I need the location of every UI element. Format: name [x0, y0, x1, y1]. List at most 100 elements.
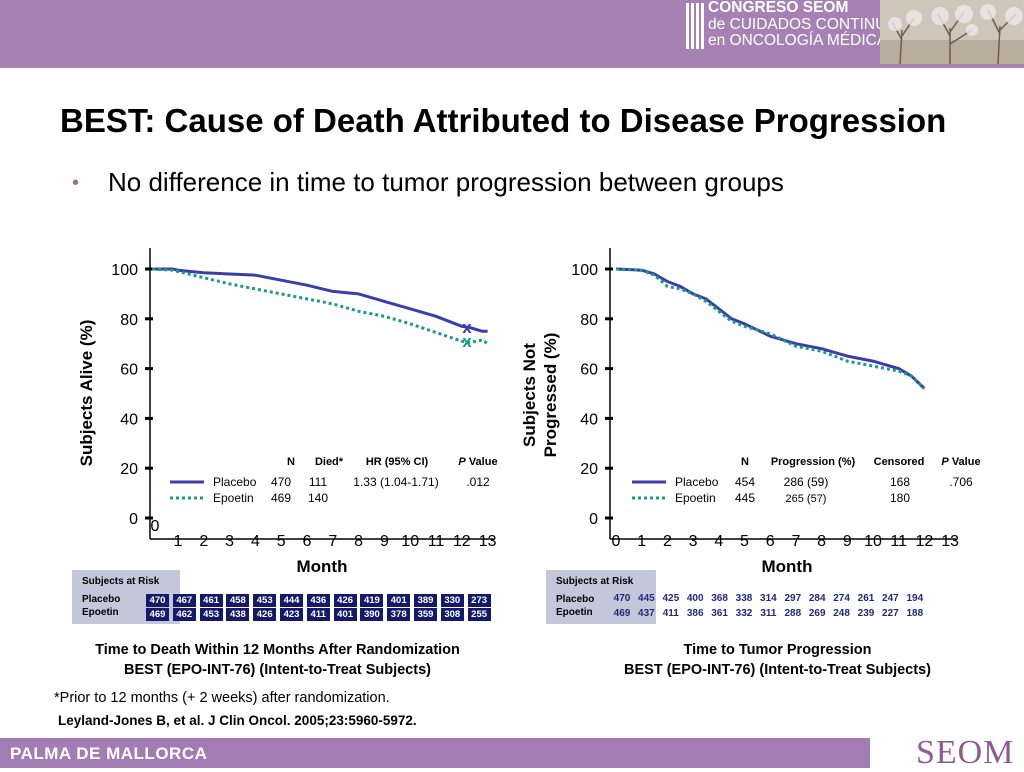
footer-bar [0, 738, 1024, 768]
legend-header: Censored [874, 456, 925, 468]
footnote: *Prior to 12 months (+ 2 weeks) after ra… [54, 690, 390, 706]
risk-epoetin-cell: 308 [440, 608, 464, 621]
x-tick-label: 4 [714, 533, 723, 550]
congress-logo-text: CONGRESO SEOM de CUIDADOS CONTINUOS en O… [708, 0, 909, 50]
x-tick-label: 6 [766, 533, 775, 550]
risk-epoetin-cell: 462 [172, 608, 196, 621]
y-axis-label-line-1: Subjects Not [520, 343, 539, 447]
risk-placebo-cell: 368 [711, 593, 728, 604]
x-tick-label: 1 [174, 533, 183, 550]
risk-epoetin-cell: 390 [360, 608, 384, 621]
y-tick-label: 100 [571, 262, 598, 279]
legend-name: Placebo [675, 475, 719, 489]
caption-1-line-2: BEST (EPO-INT-76) (Intent-to-Treat Subje… [124, 662, 431, 678]
risk-epoetin-cell: 411 [306, 608, 330, 621]
x-tick-label: 10 [864, 533, 882, 550]
risk-epoetin-cell: 423 [280, 608, 303, 621]
risk-epoetin-cell: 248 [833, 608, 850, 619]
risk-epoetin-cell: 453 [199, 608, 223, 621]
x-tick-label: 10 [401, 533, 419, 550]
reference: Leyland-Jones B, et al. J Clin Oncol. 20… [58, 713, 417, 728]
risk-placebo-cell: 467 [172, 594, 196, 607]
congress-logo-bars [686, 3, 704, 49]
y-tick-label: 40 [120, 411, 138, 428]
risk-title-1: Subjects at Risk [82, 576, 160, 587]
risk-placebo-cell: 445 [638, 593, 655, 604]
x-tick-label: 12 [916, 533, 934, 550]
risk-epoetin-cell: 401 [333, 608, 357, 621]
header-photo [880, 0, 1024, 64]
footer-location: PALMA DE MALLORCA [10, 744, 208, 763]
y-tick-label: 20 [580, 461, 598, 478]
risk-placebo-cell: 426 [333, 594, 357, 607]
legend-stat: 140 [308, 491, 328, 505]
risk-placebo-cell: 314 [760, 593, 777, 604]
legend-n: 445 [735, 491, 755, 505]
legend-header: N [741, 456, 749, 468]
x-tick-label: 6 [303, 533, 312, 550]
risk-placebo-cell: 261 [857, 593, 875, 604]
end-marker-placebo: x [462, 318, 472, 337]
risk-placebo-cell: 401 [387, 594, 411, 607]
risk-epoetin-cell: 378 [387, 608, 411, 621]
risk-epoetin-cell: 411 [662, 608, 679, 619]
series-placebo-line [152, 267, 488, 333]
y-tick-label: 40 [580, 411, 598, 428]
risk-title-2: Subjects at Risk [556, 576, 634, 587]
y-tick-label: 60 [120, 362, 138, 379]
risk-box-2 [546, 570, 656, 624]
risk-placebo-cell: 297 [784, 593, 802, 604]
risk-epoetin-cell: 386 [686, 608, 704, 619]
bullet-text: No difference in time to tumor progressi… [108, 167, 784, 197]
x-axis-label: Month [762, 557, 813, 576]
x-tick-label: 2 [663, 533, 672, 550]
risk-placebo-cell: 470 [613, 593, 631, 604]
risk-epoetin-cell: 469 [613, 608, 631, 619]
risk-placebo-cell: 247 [882, 593, 899, 604]
legend-censored: 168 [890, 475, 910, 489]
legend-p-value: .706 [949, 475, 973, 489]
legend-censored: 180 [890, 491, 910, 505]
risk-placebo-cell: 436 [306, 594, 330, 607]
x-tick-label: 3 [689, 533, 698, 550]
logo-line-1: CONGRESO SEOM [708, 0, 849, 16]
x-tick-label: 1 [637, 533, 646, 550]
y-axis-label: Subjects Alive (%) [77, 320, 96, 467]
x-tick-label: 3 [225, 533, 234, 550]
risk-placebo-cell: 389 [414, 594, 437, 607]
legend-header: P Value [941, 456, 980, 468]
x-tick-label: 9 [380, 533, 389, 550]
y-tick-label: 100 [111, 262, 138, 279]
legend-stat: 286 (59) [784, 475, 829, 489]
legend-stat: 111 [309, 475, 328, 489]
x-tick-label: 12 [453, 533, 471, 550]
risk-placebo-cell: 274 [833, 593, 850, 604]
risk-placebo-cell: 453 [253, 594, 277, 607]
risk-epoetin-cell: 239 [857, 608, 875, 619]
risk-epoetin-cell: 332 [735, 608, 753, 619]
header-banner [0, 0, 1024, 68]
y-tick-label: 80 [580, 312, 598, 329]
slide-title: BEST: Cause of Death Attributed to Disea… [60, 102, 947, 139]
x-tick-label: 7 [328, 533, 337, 550]
risk-label-placebo-1: Placebo [82, 594, 121, 605]
legend-n: 469 [271, 491, 291, 505]
x-tick-label: 4 [251, 533, 260, 550]
risk-placebo-cell: 419 [360, 594, 384, 607]
footer-logo-box [870, 738, 1024, 768]
risk-epoetin-cell: 426 [253, 608, 277, 621]
caption-2: Time to Tumor Progression BEST (EPO-INT-… [535, 640, 1020, 680]
risk-placebo-cell: 400 [686, 593, 704, 604]
series-epoetin-line [152, 267, 489, 345]
series-placebo-line [615, 267, 926, 390]
legend-stat: 265 (57) [786, 493, 827, 505]
y-tick-label: 60 [580, 362, 598, 379]
legend-header: Progression (%) [771, 456, 856, 468]
risk-label-epoetin-2: Epoetin [556, 607, 593, 618]
risk-epoetin-cell: 359 [414, 608, 437, 621]
risk-placebo-cell: 470 [146, 594, 169, 607]
risk-epoetin-cell: 361 [711, 608, 728, 619]
risk-epoetin-cell: 438 [226, 608, 250, 621]
risk-epoetin-cell: 288 [784, 608, 802, 619]
